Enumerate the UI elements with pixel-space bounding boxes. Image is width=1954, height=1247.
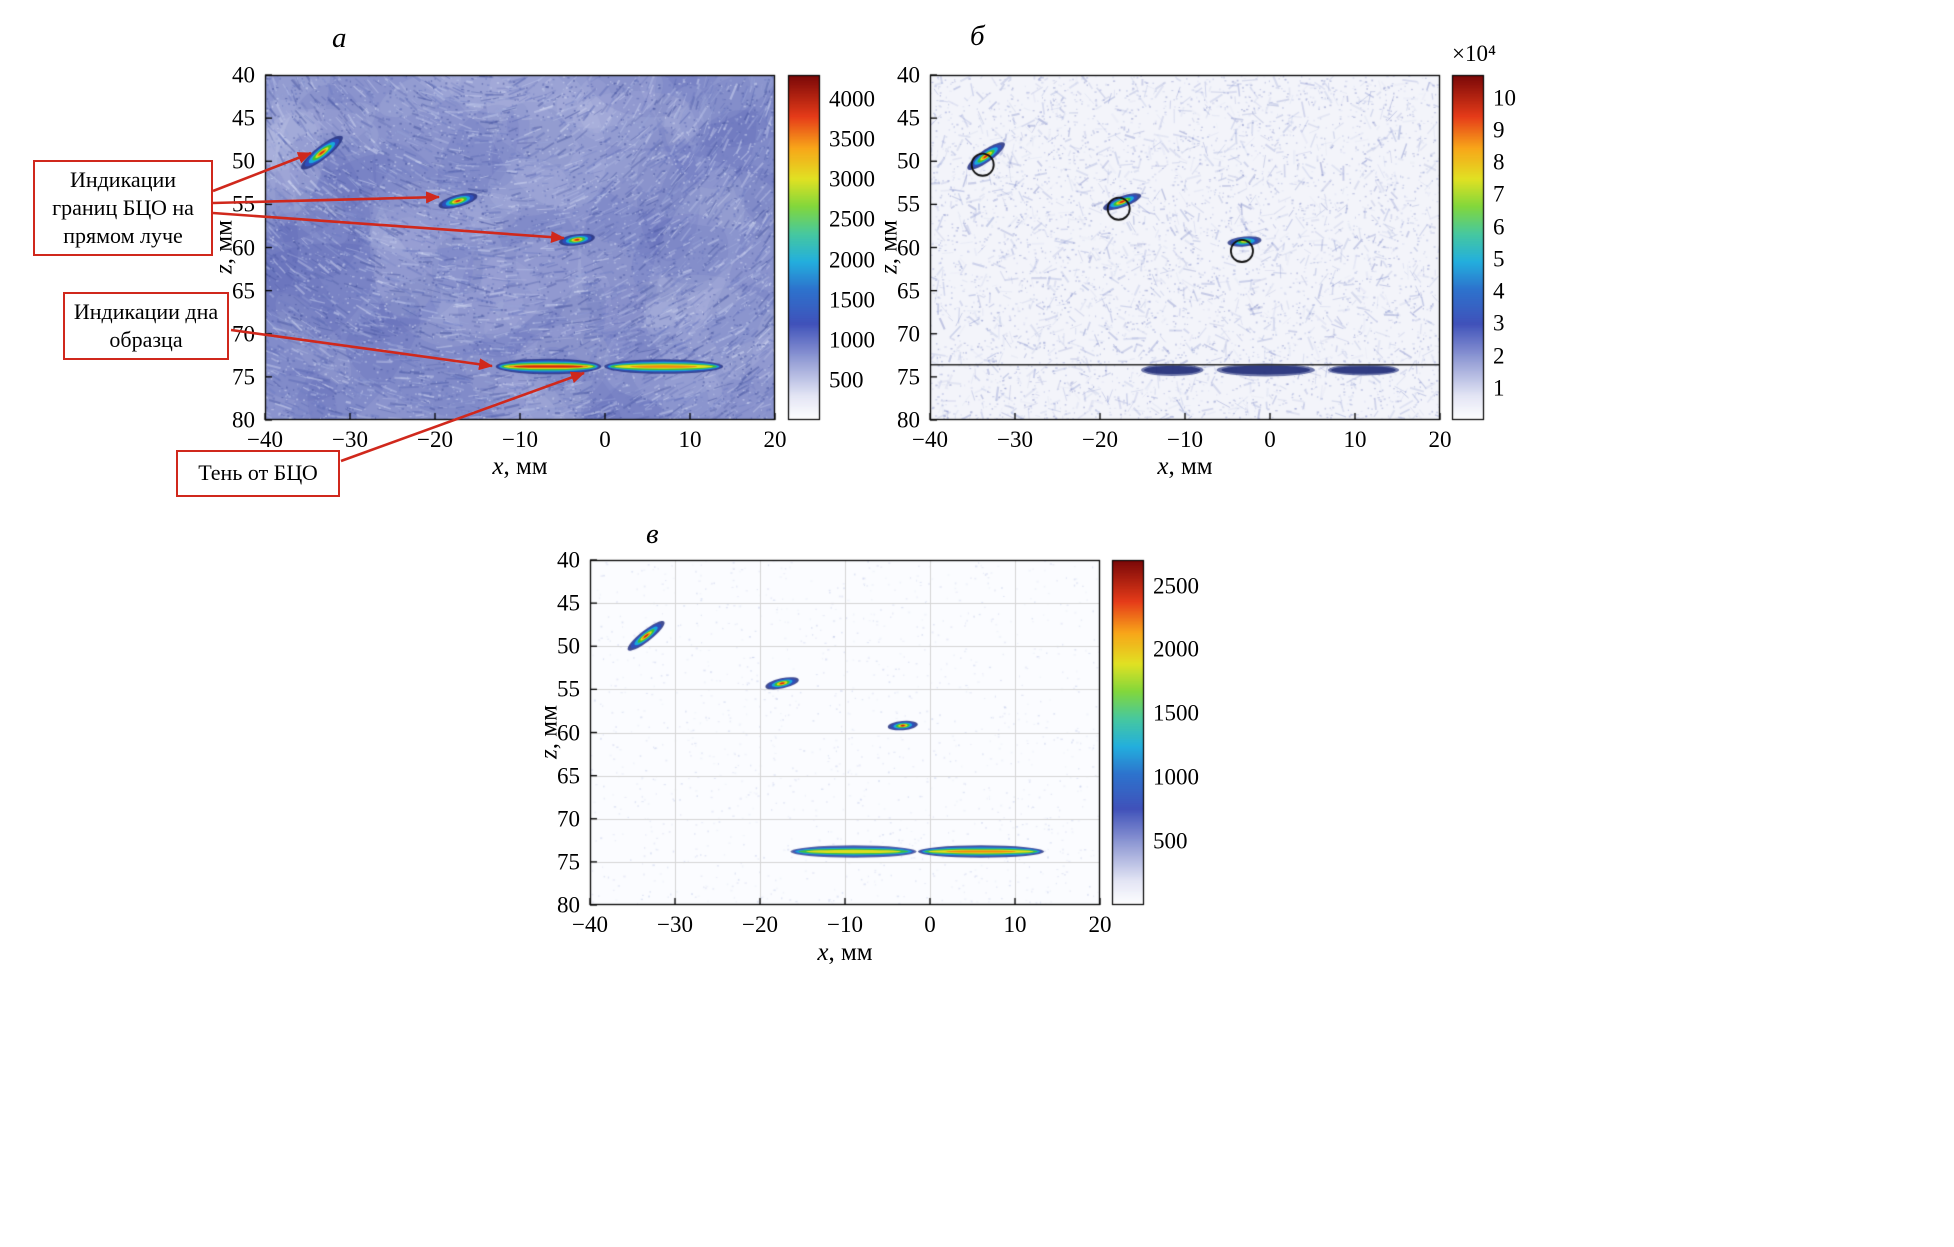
z-units: , мм: [875, 220, 903, 265]
panel-v-letter: в: [646, 518, 659, 550]
x-units: , мм: [1168, 453, 1213, 480]
annotation-text: Тень от БЦО: [198, 460, 318, 486]
x-variable: x: [492, 453, 504, 480]
panel-b-yaxis-label: z, мм: [875, 220, 903, 274]
panel-v-xaxis-label: x, мм: [817, 940, 872, 965]
x-units: , мм: [828, 939, 873, 966]
z-units: , мм: [535, 705, 563, 750]
x-variable: x: [817, 939, 829, 966]
panel-v-yaxis-label: z, мм: [535, 705, 563, 759]
z-variable: z: [535, 749, 563, 759]
panel-b-xaxis-label: x, мм: [1157, 454, 1212, 479]
annotation-text: Индикации границ БЦО на прямом луче: [52, 166, 194, 249]
panel-b-letter: б: [970, 20, 985, 52]
panel-b-colorbar-multiplier: ×10⁴: [1452, 41, 1496, 66]
annotation-sdh-boundary-indications: Индикации границ БЦО на прямом луче: [33, 160, 213, 256]
z-units: , мм: [210, 220, 238, 265]
x-variable: x: [1157, 453, 1169, 480]
annotation-specimen-bottom-indication: Индикации дна образца: [63, 292, 229, 360]
panel-a-yaxis-label: z, мм: [210, 220, 238, 274]
z-variable: z: [875, 264, 903, 274]
annotation-text: Индикации дна образца: [73, 298, 219, 352]
z-variable: z: [210, 264, 238, 274]
panel-a-xaxis-label: x, мм: [492, 454, 547, 479]
x-units: , мм: [503, 453, 548, 480]
annotation-sdh-shadow: Тень от БЦО: [176, 450, 340, 497]
panel-a-letter: а: [332, 22, 347, 54]
